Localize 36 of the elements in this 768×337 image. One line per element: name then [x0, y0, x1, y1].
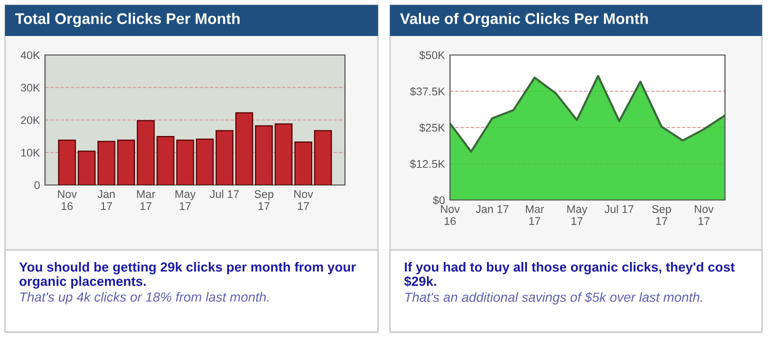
bar — [314, 130, 332, 185]
x-tick-label: Mar 17 — [137, 190, 156, 210]
chart-title: Value of Organic Clicks Per Month — [400, 12, 648, 28]
y-tick-label: $12.5K — [410, 160, 446, 169]
x-tick-label: Nov 16 — [441, 205, 460, 225]
bar — [294, 142, 312, 185]
x-tick-label: Jul 17 — [210, 190, 239, 198]
y-tick-label: $37.5K — [410, 87, 446, 96]
x-tick-label: May 17 — [567, 205, 588, 225]
text: You should be getting 29k clicks per month from your organic placements. — [19, 262, 356, 289]
bar — [58, 140, 76, 185]
bar — [235, 112, 254, 185]
x-tick-label: Mar 17 — [526, 205, 544, 225]
y-tick-label: 20K — [20, 116, 40, 124]
bar — [78, 150, 96, 185]
y-tick-label: $50K — [419, 50, 446, 60]
x-tick-label: Sep 17 — [254, 190, 274, 210]
text: If you had to buy all those organic clicks, they'd cost $29k. — [404, 262, 735, 287]
x-tick-label: Jan 17 — [476, 205, 508, 214]
bar — [136, 120, 155, 185]
y-tick-label: $25K — [419, 123, 446, 132]
y-tick-label: $0 — [432, 196, 445, 205]
x-tick-label: Jul 17 — [604, 204, 634, 214]
chart-title: Total Organic Clicks Per Month — [15, 12, 240, 28]
y-tick-label: 10K — [21, 148, 40, 157]
x-tick-label: Nov 17 — [294, 190, 314, 210]
x-tick-label: Sep 17 — [652, 205, 671, 225]
x-tick-label: Nov 17 — [694, 205, 714, 225]
text: That's up 4k clicks or 18% from last month. — [20, 292, 268, 304]
text: That's an additional savings of $5k over last month. — [405, 292, 702, 305]
y-tick-label: 30K — [20, 84, 40, 92]
x-tick-label: Jan 17 — [98, 190, 115, 210]
x-tick-label: May 17 — [176, 190, 196, 210]
x-tick-label: Nov 16 — [58, 190, 77, 210]
y-tick-label: 40K — [20, 51, 40, 60]
y-tick-label: 0 — [34, 181, 40, 190]
